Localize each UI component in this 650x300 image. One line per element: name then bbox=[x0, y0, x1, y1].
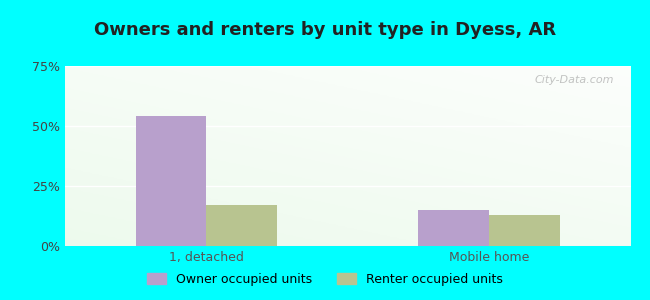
Legend: Owner occupied units, Renter occupied units: Owner occupied units, Renter occupied un… bbox=[142, 268, 508, 291]
Text: Owners and renters by unit type in Dyess, AR: Owners and renters by unit type in Dyess… bbox=[94, 21, 556, 39]
Bar bbox=[207, 205, 277, 246]
Text: City-Data.com: City-Data.com bbox=[534, 75, 614, 85]
Bar bbox=[489, 215, 560, 246]
Bar bbox=[419, 210, 489, 246]
Bar bbox=[136, 116, 207, 246]
